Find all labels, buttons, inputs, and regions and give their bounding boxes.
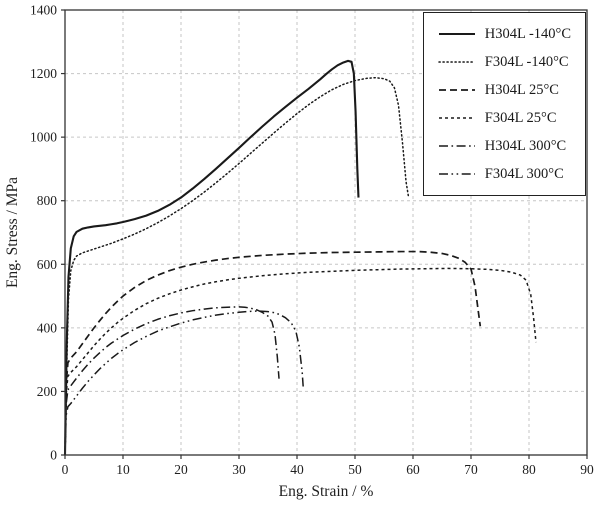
legend-item: H304L -140°C — [430, 20, 579, 48]
x-tick-label: 10 — [116, 462, 130, 477]
legend-item: F304L 25°C — [430, 104, 579, 132]
series-curve-0 — [63, 59, 360, 456]
legend-label: F304L -140°C — [484, 53, 569, 70]
x-tick-label: 60 — [406, 462, 420, 477]
y-tick-label: 1000 — [30, 130, 57, 145]
legend-line-sample — [438, 145, 475, 147]
tick-labels: 0 10 20 30 40 50 60 70 80 90 0 200 400 600 800 1000 1200… — [30, 3, 594, 478]
y-tick-label: 400 — [37, 320, 58, 335]
legend-item: F304L 300°C — [430, 160, 579, 188]
series-curve-5 — [64, 310, 305, 456]
x-axis-label: Eng. Strain / % — [279, 483, 374, 500]
tick-marks — [61, 9, 588, 459]
x-tick-label: 20 — [174, 462, 188, 477]
y-tick-label: 0 — [50, 448, 57, 463]
legend-line-sample — [438, 61, 476, 63]
legend-line-sample — [438, 173, 475, 175]
y-tick-label: 800 — [37, 193, 58, 208]
x-tick-label: 30 — [232, 462, 246, 477]
legend-line-sample — [438, 32, 475, 36]
y-tick-label: 1400 — [30, 3, 57, 18]
legend-label: H304L 25°C — [484, 81, 559, 98]
legend-label: H304L 300°C — [484, 137, 567, 154]
series-curve-2 — [64, 250, 482, 456]
legend-label: F304L 300°C — [484, 165, 564, 182]
x-tick-label: 80 — [522, 462, 536, 477]
plot-border — [64, 9, 588, 456]
y-tick-label: 1200 — [30, 66, 57, 81]
y-tick-label: 600 — [37, 257, 58, 272]
y-tick-label: 200 — [37, 384, 58, 399]
legend-label: F304L 25°C — [484, 109, 557, 126]
legend: H304L -140°C F304L -140°C H304L 25°C F30… — [422, 12, 586, 196]
y-axis-label: Eng. Stress / MPa — [4, 177, 21, 288]
x-tick-label: 0 — [62, 462, 69, 477]
legend-label: H304L -140°C — [484, 25, 571, 42]
series-curve-1 — [64, 76, 410, 456]
x-tick-label: 40 — [290, 462, 304, 477]
x-tick-label: 70 — [464, 462, 478, 477]
x-tick-label: 90 — [580, 462, 594, 477]
series-curve-3 — [64, 267, 537, 456]
x-tick-label: 50 — [348, 462, 362, 477]
legend-item: H304L 25°C — [430, 76, 579, 104]
legend-item: F304L -140°C — [430, 48, 579, 76]
legend-line-sample — [438, 89, 475, 91]
legend-item: H304L 300°C — [430, 132, 579, 160]
legend-line-sample — [438, 117, 475, 119]
